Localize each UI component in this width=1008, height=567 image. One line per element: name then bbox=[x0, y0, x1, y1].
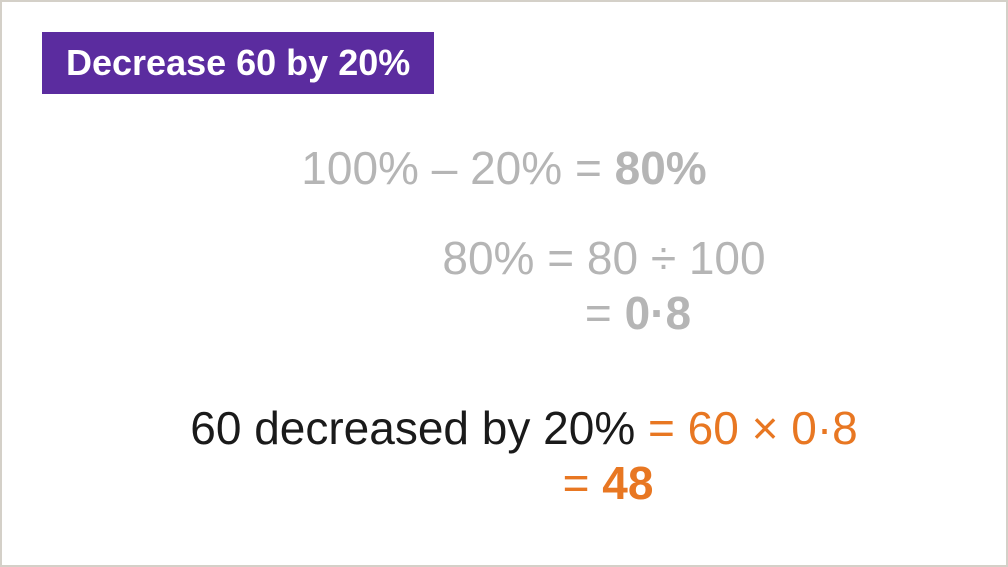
step2a-equation: 80% = 80 ÷ 100 bbox=[2, 232, 1006, 285]
step3a-rhs: 60 × 0·8 bbox=[688, 402, 858, 454]
step2b-result: 0·8 bbox=[625, 287, 691, 339]
step3b-equation: = 48 bbox=[2, 457, 1006, 510]
slide-page: Decrease 60 by 20% 100% – 20% = 80% 80% … bbox=[2, 2, 1006, 565]
step3b-eq: = bbox=[563, 457, 603, 509]
step1-lhs: 100% – 20% bbox=[301, 142, 575, 194]
step2a-lhs: 80% bbox=[442, 232, 547, 284]
step1-eq: = bbox=[575, 142, 615, 194]
step2b-equation: = 0·8 bbox=[2, 287, 1006, 340]
step3a-lhs: 60 decreased by 20% bbox=[190, 402, 648, 454]
step3b-result: 48 bbox=[602, 457, 653, 509]
step2a-rhs: = 80 ÷ 100 bbox=[547, 232, 765, 284]
step1-equation: 100% – 20% = 80% bbox=[2, 142, 1006, 195]
step3a-equation: 60 decreased by 20% = 60 × 0·8 bbox=[2, 402, 1006, 455]
step2b-eq: = bbox=[585, 287, 625, 339]
step3a-eq: = bbox=[648, 402, 688, 454]
step1-result: 80% bbox=[615, 142, 707, 194]
slide-title: Decrease 60 by 20% bbox=[42, 32, 434, 94]
